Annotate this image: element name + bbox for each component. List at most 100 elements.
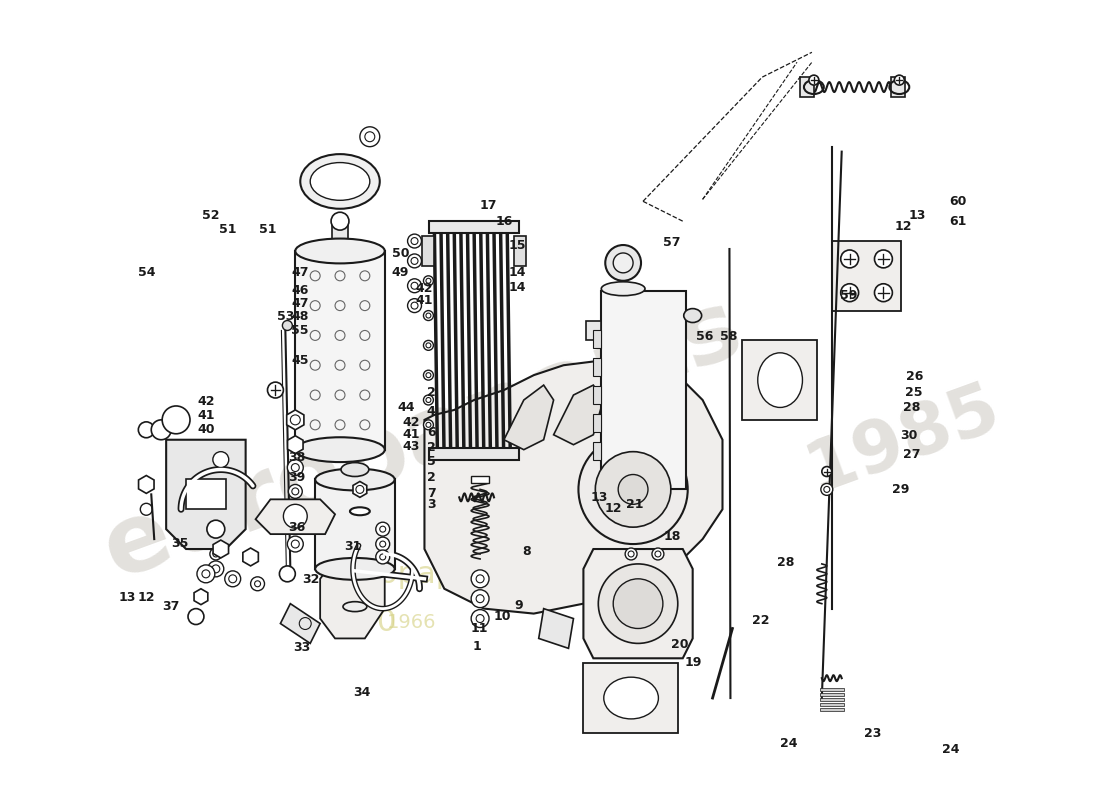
Ellipse shape [684,309,702,322]
Circle shape [613,253,634,273]
Text: 48: 48 [292,310,309,323]
Circle shape [279,566,295,582]
Circle shape [424,276,433,286]
Bar [316,479,395,569]
Text: 15: 15 [509,238,526,251]
Circle shape [188,609,204,625]
Text: 59: 59 [840,289,857,302]
Polygon shape [280,604,320,643]
Text: 38: 38 [288,450,306,464]
Circle shape [360,127,379,146]
Text: 58: 58 [719,330,737,343]
Polygon shape [583,549,693,658]
Text: 34: 34 [354,686,371,699]
Text: 2: 2 [427,471,436,484]
Text: 61: 61 [949,214,967,228]
Text: europaparts: europaparts [90,281,755,598]
Text: 42: 42 [403,416,420,429]
Text: 1: 1 [473,640,482,653]
Circle shape [152,420,172,440]
Bar [586,321,602,340]
Bar [186,479,225,510]
Text: 12: 12 [605,502,623,515]
Text: 24: 24 [942,743,959,756]
Circle shape [267,382,284,398]
Polygon shape [287,436,304,454]
Bar [602,290,685,490]
Ellipse shape [207,520,224,538]
Text: 57: 57 [663,236,681,249]
Bar [429,448,519,460]
Text: 51: 51 [219,222,236,236]
Text: 35: 35 [172,537,188,550]
Circle shape [613,579,663,629]
Circle shape [408,298,421,313]
Ellipse shape [602,282,645,296]
Circle shape [284,504,307,528]
Polygon shape [353,482,366,498]
Text: 52: 52 [201,209,219,222]
Text: 49: 49 [392,266,409,279]
Ellipse shape [758,353,803,407]
Ellipse shape [343,602,366,612]
Text: 20: 20 [671,638,688,651]
Text: 41: 41 [416,294,433,307]
Text: 18: 18 [664,530,681,543]
Text: 22: 22 [752,614,770,627]
Polygon shape [553,385,603,445]
Text: 50: 50 [392,247,409,260]
Text: 21: 21 [626,498,644,511]
Text: 6: 6 [427,426,436,439]
Polygon shape [166,440,245,549]
Polygon shape [425,360,723,614]
Text: 29: 29 [892,482,910,495]
Bar [593,414,602,432]
Circle shape [471,570,490,588]
Circle shape [141,503,152,515]
Bar [832,241,901,310]
Text: 45: 45 [292,354,309,366]
Polygon shape [332,221,348,243]
Text: 7: 7 [427,487,436,500]
Text: 44: 44 [397,402,415,414]
Text: 54: 54 [139,266,156,279]
Text: 13: 13 [119,590,136,604]
Circle shape [197,565,215,582]
Circle shape [652,548,664,560]
Text: 41: 41 [197,410,215,422]
Bar [422,236,435,266]
Bar [429,221,519,233]
Text: 47: 47 [292,297,309,310]
Circle shape [618,474,648,504]
Circle shape [598,564,678,643]
Polygon shape [213,540,229,558]
Text: 47: 47 [292,266,309,279]
Circle shape [471,610,490,627]
Polygon shape [320,559,385,638]
Text: 8: 8 [522,545,530,558]
Circle shape [894,75,904,85]
Circle shape [424,370,433,380]
Bar [820,698,844,701]
Text: 17: 17 [480,198,497,212]
Circle shape [287,536,304,552]
Text: 39: 39 [288,471,306,484]
Circle shape [208,561,223,577]
Circle shape [821,483,833,495]
Text: 2: 2 [427,441,436,454]
Ellipse shape [300,154,379,209]
Text: 30: 30 [900,430,917,442]
Text: 42: 42 [197,395,215,408]
Ellipse shape [295,438,385,462]
Ellipse shape [295,238,385,263]
Circle shape [283,321,293,330]
Text: 4: 4 [427,406,436,418]
Bar [471,475,490,483]
Polygon shape [139,475,154,494]
Text: 26: 26 [905,370,923,382]
Circle shape [213,452,229,467]
Text: 11: 11 [471,622,488,635]
Bar [593,330,602,348]
Text: 37: 37 [163,600,179,613]
Text: 28: 28 [903,402,921,414]
